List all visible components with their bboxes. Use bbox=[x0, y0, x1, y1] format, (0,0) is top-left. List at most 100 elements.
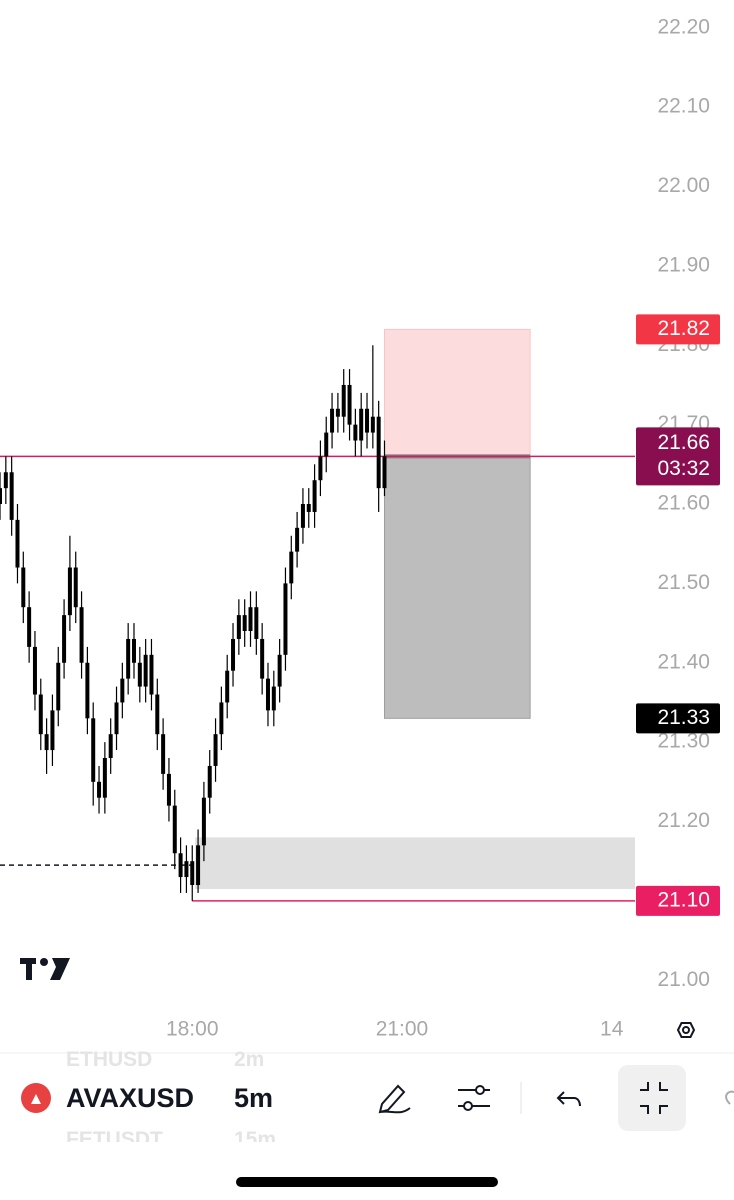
candle-body bbox=[219, 702, 224, 735]
candle-body bbox=[306, 504, 311, 512]
fullscreen-button[interactable] bbox=[618, 1065, 686, 1131]
candle-body bbox=[9, 472, 14, 520]
symbol-icon bbox=[21, 1083, 51, 1113]
countdown-label: 03:32 bbox=[657, 457, 710, 480]
candle-body bbox=[318, 456, 323, 481]
candle-body bbox=[359, 408, 364, 441]
candle-body bbox=[38, 694, 43, 735]
y-tick-label: 22.00 bbox=[657, 174, 710, 197]
candle-body bbox=[207, 765, 212, 798]
candle-body bbox=[260, 638, 265, 679]
candle-body bbox=[161, 734, 166, 774]
candle-body bbox=[114, 702, 119, 735]
candle-body bbox=[27, 607, 32, 647]
more-icon[interactable] bbox=[725, 1090, 734, 1105]
y-tick-label: 21.30 bbox=[657, 730, 710, 753]
candle-body bbox=[126, 638, 131, 679]
zone bbox=[195, 837, 635, 889]
candle-body bbox=[254, 607, 259, 639]
candle-body bbox=[283, 583, 288, 655]
candle-body bbox=[330, 408, 335, 433]
y-tick-label: 21.40 bbox=[657, 650, 710, 673]
target-label-box bbox=[636, 703, 720, 734]
prev-symbol[interactable]: ETHUSD bbox=[66, 1048, 153, 1066]
stop-label: 21.82 bbox=[657, 317, 710, 340]
candle-body bbox=[271, 686, 276, 711]
x-tick-label: 14 bbox=[600, 1018, 624, 1041]
target-label: 21.33 bbox=[657, 706, 710, 729]
candle-body bbox=[335, 408, 340, 417]
y-tick-label: 21.20 bbox=[657, 809, 710, 832]
prev-interval[interactable]: 2m bbox=[234, 1048, 265, 1066]
candle-body bbox=[248, 607, 253, 632]
y-tick-label: 21.90 bbox=[657, 253, 710, 276]
candle-body bbox=[85, 662, 90, 719]
symbol[interactable]: AVAXUSD bbox=[66, 1083, 195, 1113]
candle-body bbox=[295, 527, 300, 552]
candle-body bbox=[382, 456, 387, 489]
candle-body bbox=[0, 488, 2, 505]
target-zone bbox=[383, 455, 531, 719]
candle-body bbox=[184, 861, 189, 878]
candle-body bbox=[289, 551, 294, 584]
settings-icon[interactable] bbox=[676, 1022, 696, 1038]
y-tick-label: 21.60 bbox=[657, 492, 710, 515]
draw-icon[interactable] bbox=[378, 1084, 411, 1114]
candle-body bbox=[178, 853, 183, 878]
candle-body bbox=[102, 758, 107, 798]
candle-body bbox=[242, 615, 247, 632]
candle-body bbox=[166, 773, 171, 806]
candle-body bbox=[120, 678, 125, 703]
candle-body bbox=[97, 781, 102, 798]
candle-body bbox=[201, 797, 206, 846]
candle-body bbox=[131, 638, 136, 663]
y-tick-label: 22.20 bbox=[657, 15, 710, 38]
last-price-label-box bbox=[636, 427, 720, 486]
candle-body bbox=[370, 416, 375, 433]
candle-body bbox=[225, 670, 230, 703]
y-tick-label: 21.50 bbox=[657, 571, 710, 594]
last-price-label: 21.66 bbox=[657, 431, 710, 454]
support-label: 21.10 bbox=[657, 888, 710, 911]
undo-icon[interactable] bbox=[556, 1091, 581, 1107]
candle-body bbox=[32, 646, 37, 695]
candle-body bbox=[277, 654, 282, 687]
candle-body bbox=[172, 805, 177, 854]
candle-body bbox=[91, 718, 96, 782]
candle-body bbox=[56, 662, 61, 711]
next-symbol[interactable]: FETUSDT bbox=[66, 1128, 163, 1142]
indicators-icon[interactable] bbox=[458, 1085, 490, 1111]
candle-body bbox=[143, 654, 148, 687]
candle-body bbox=[196, 845, 201, 886]
candle-body bbox=[347, 384, 352, 425]
interval[interactable]: 5m bbox=[234, 1083, 274, 1113]
candle-body bbox=[365, 408, 370, 433]
x-tick-label: 21:00 bbox=[376, 1018, 429, 1041]
candle-body bbox=[149, 654, 154, 695]
candle-body bbox=[15, 519, 20, 568]
candle-body bbox=[67, 567, 72, 616]
candle-body bbox=[3, 472, 8, 489]
next-interval[interactable]: 15m bbox=[234, 1128, 277, 1142]
candle-body bbox=[324, 432, 329, 457]
stop-label-box bbox=[636, 314, 720, 345]
home-indicator bbox=[236, 1177, 498, 1187]
candle-body bbox=[137, 662, 142, 687]
candle-body bbox=[50, 710, 55, 751]
candle-body bbox=[236, 615, 241, 639]
candle-body bbox=[108, 734, 113, 759]
candle-body bbox=[341, 384, 346, 417]
x-tick-label: 18:00 bbox=[166, 1018, 219, 1041]
candle-body bbox=[231, 638, 236, 671]
candle-body bbox=[21, 567, 26, 608]
candle-body bbox=[79, 607, 84, 663]
support-label-box bbox=[636, 885, 720, 916]
collapse-icon bbox=[640, 1082, 668, 1114]
candle-body bbox=[376, 416, 381, 489]
candle-body bbox=[190, 861, 195, 886]
candle-body bbox=[44, 734, 49, 751]
candle-body bbox=[62, 615, 67, 663]
candle-body bbox=[73, 567, 78, 608]
